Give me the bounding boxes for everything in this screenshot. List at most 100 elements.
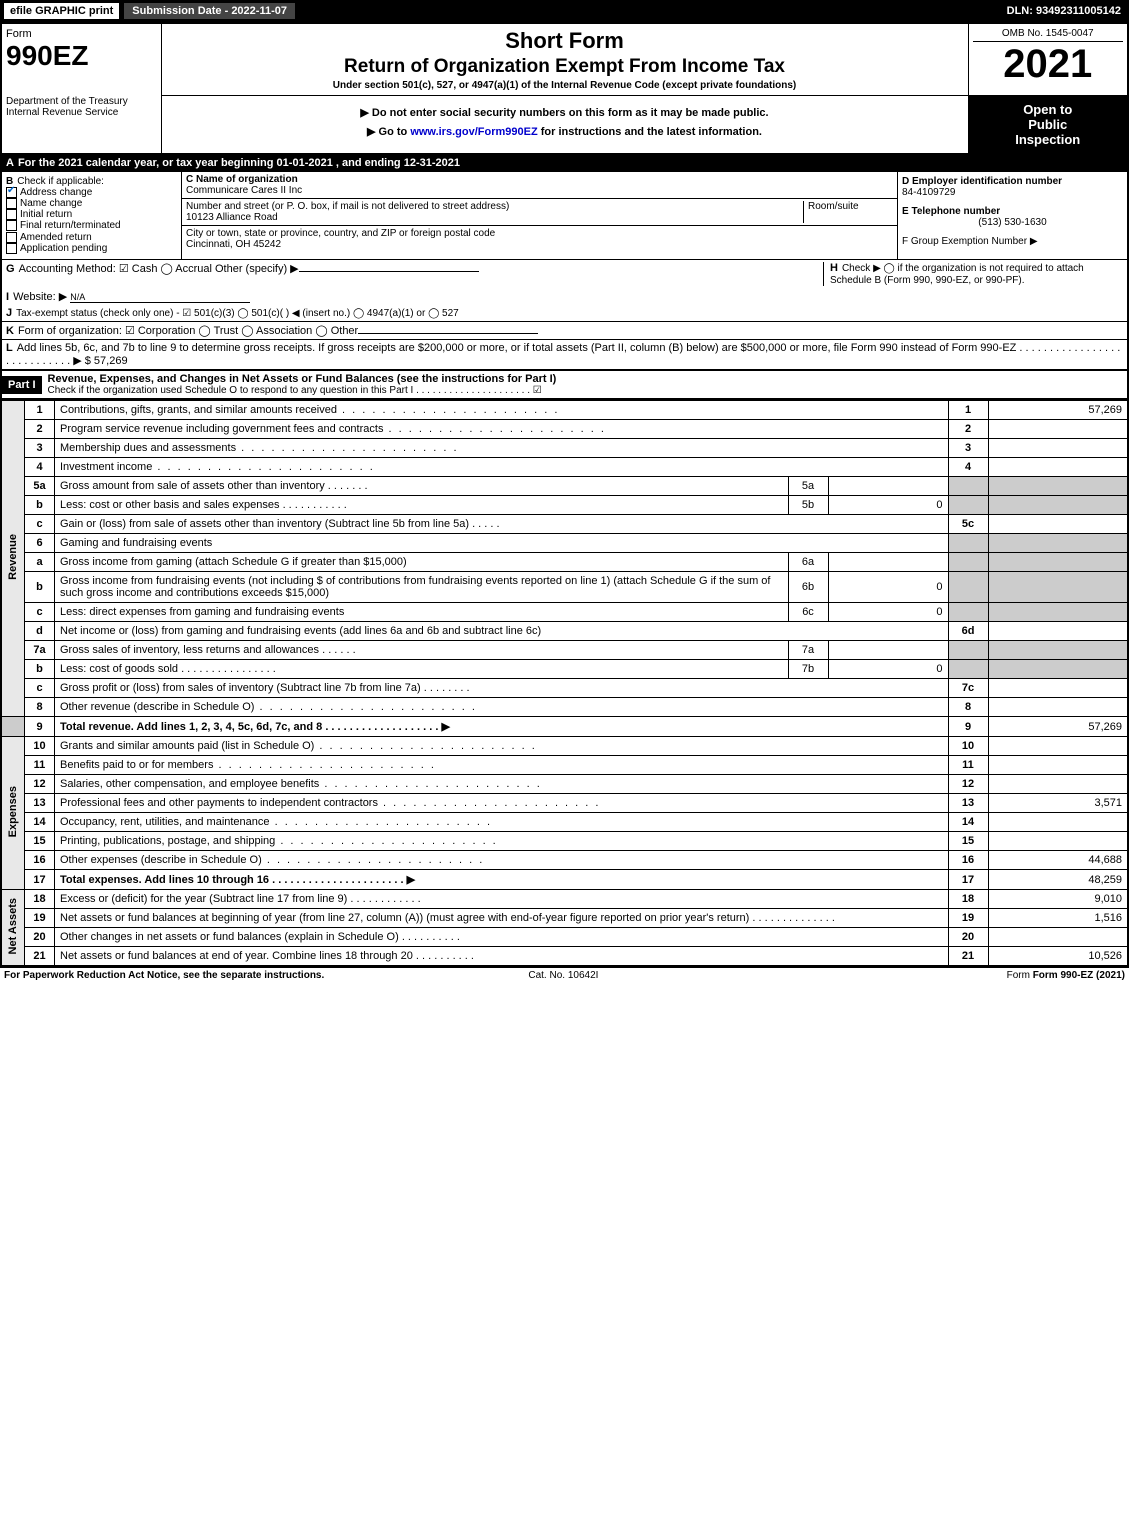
ln6d-t: Net income or (loss) from gaming and fun… [55, 622, 949, 641]
ln1-t: Contributions, gifts, grants, and simila… [60, 404, 337, 416]
irs-link[interactable]: www.irs.gov/Form990EZ [410, 126, 537, 138]
ln6a-n: a [25, 553, 55, 572]
ln5c-n: c [25, 515, 55, 534]
ln7a-n: 7a [25, 641, 55, 660]
d-lbl: D Employer identification number [902, 176, 1123, 187]
ln15-n: 15 [25, 832, 55, 851]
chk-address-change[interactable] [6, 187, 17, 198]
ln19-num: 19 [948, 909, 988, 928]
ln6c-sv: 0 [828, 603, 948, 622]
ln19-n: 19 [25, 909, 55, 928]
ln5c-amt [988, 515, 1128, 534]
g-text: Accounting Method: ☑ Cash ◯ Accrual Othe… [19, 263, 299, 275]
ln10-t: Grants and similar amounts paid (list in… [60, 740, 314, 752]
open-to-public: Open to Public Inspection [969, 96, 1128, 153]
ln2-t: Program service revenue including govern… [60, 423, 383, 435]
org-city: Cincinnati, OH 45242 [186, 239, 893, 250]
ln5b-sub: 5b [788, 496, 828, 515]
open1: Open to [975, 102, 1122, 117]
goto-line: ▶ Go to www.irs.gov/Form990EZ for instru… [166, 125, 964, 138]
ln10-amt [988, 737, 1128, 756]
ln16-amt: 44,688 [988, 851, 1128, 870]
e-lbl: E Telephone number [902, 206, 1123, 217]
line-i: IWebsite: ▶ N/A [0, 288, 1129, 305]
ln18-n: 18 [25, 890, 55, 909]
rot-expenses: Expenses [1, 737, 25, 890]
dept-irs: Internal Revenue Service [6, 107, 157, 118]
top-bar: efile GRAPHIC print Submission Date - 20… [0, 0, 1129, 22]
ln21-num: 21 [948, 947, 988, 967]
short-form-title: Short Form [166, 28, 964, 54]
j-text: Tax-exempt status (check only one) - ☑ 5… [16, 308, 459, 319]
website-val: N/A [70, 292, 250, 303]
chk-initial[interactable] [6, 209, 17, 220]
section-b: BCheck if applicable: Address change Nam… [2, 172, 182, 259]
ln4-num: 4 [948, 458, 988, 477]
ln8-amt [988, 698, 1128, 717]
ln6d-amt [988, 622, 1128, 641]
chk-amended[interactable] [6, 232, 17, 243]
l-text: Add lines 5b, 6c, and 7b to line 9 to de… [6, 342, 1120, 367]
ln13-t: Professional fees and other payments to … [60, 797, 378, 809]
footer-right: Form Form 990-EZ (2021) [1007, 970, 1125, 981]
ln8-num: 8 [948, 698, 988, 717]
opt-pending: Application pending [20, 243, 107, 254]
goto-post: for instructions and the latest informat… [538, 126, 762, 138]
ln9-t: Total revenue. Add lines 1, 2, 3, 4, 5c,… [55, 717, 949, 737]
tax-year: 2021 [973, 42, 1124, 87]
section-def: D Employer identification number 84-4109… [897, 172, 1127, 259]
ln14-t: Occupancy, rent, utilities, and maintena… [60, 816, 270, 828]
part1-check: Check if the organization used Schedule … [48, 385, 1121, 396]
chk-name-change[interactable] [6, 198, 17, 209]
org-name: Communicare Cares II Inc [186, 185, 893, 196]
form-number: 990EZ [6, 40, 157, 72]
ln12-num: 12 [948, 775, 988, 794]
opt-final: Final return/terminated [20, 221, 121, 232]
ln11-n: 11 [25, 756, 55, 775]
info-grid: BCheck if applicable: Address change Nam… [0, 172, 1129, 260]
ln21-n: 21 [25, 947, 55, 967]
ln1-amt: 57,269 [988, 401, 1128, 420]
chk-final[interactable] [6, 220, 17, 231]
ln17-t: Total expenses. Add lines 10 through 16 … [55, 870, 949, 890]
opt-initial: Initial return [20, 209, 72, 220]
ln7c-amt [988, 679, 1128, 698]
ln7b-n: b [25, 660, 55, 679]
i-lbl: Website: ▶ [13, 291, 67, 303]
goto-pre: ▶ Go to [367, 126, 410, 138]
ln7a-sv [828, 641, 948, 660]
ln21-amt: 10,526 [988, 947, 1128, 967]
ln2-num: 2 [948, 420, 988, 439]
f-lbl: F Group Exemption Number ▶ [902, 236, 1123, 247]
ln5b-t: Less: cost or other basis and sales expe… [60, 499, 280, 511]
line-j: JTax-exempt status (check only one) - ☑ … [0, 305, 1129, 322]
ln12-t: Salaries, other compensation, and employ… [60, 778, 319, 790]
ln20-t: Other changes in net assets or fund bala… [60, 931, 399, 943]
efile-label: efile GRAPHIC print [4, 3, 119, 19]
ln6a-sv [828, 553, 948, 572]
footer-right-text: Form 990-EZ (2021) [1033, 970, 1125, 981]
ln15-num: 15 [948, 832, 988, 851]
ln15-t: Printing, publications, postage, and shi… [60, 835, 275, 847]
ln6d-n: d [25, 622, 55, 641]
ln6b-t: Gross income from fundraising events (no… [55, 572, 789, 603]
rot-netassets: Net Assets [1, 890, 25, 967]
section-c: C Name of organization Communicare Cares… [182, 172, 897, 259]
opt-name: Name change [20, 198, 82, 209]
ln8-t: Other revenue (describe in Schedule O) [60, 701, 254, 713]
ln14-amt [988, 813, 1128, 832]
ln6b-sub: 6b [788, 572, 828, 603]
ln7a-t: Gross sales of inventory, less returns a… [60, 644, 319, 656]
ln4-t: Investment income [60, 461, 152, 473]
ein: 84-4109729 [902, 187, 1123, 198]
ln9-num: 9 [948, 717, 988, 737]
ln11-num: 11 [948, 756, 988, 775]
opt-amended: Amended return [20, 232, 92, 243]
ln6a-sub: 6a [788, 553, 828, 572]
line-a-text: For the 2021 calendar year, or tax year … [18, 157, 460, 169]
ln5b-n: b [25, 496, 55, 515]
chk-pending[interactable] [6, 243, 17, 254]
ln10-num: 10 [948, 737, 988, 756]
dln: DLN: 93492311005142 [1007, 5, 1125, 17]
ln19-t: Net assets or fund balances at beginning… [60, 912, 749, 924]
